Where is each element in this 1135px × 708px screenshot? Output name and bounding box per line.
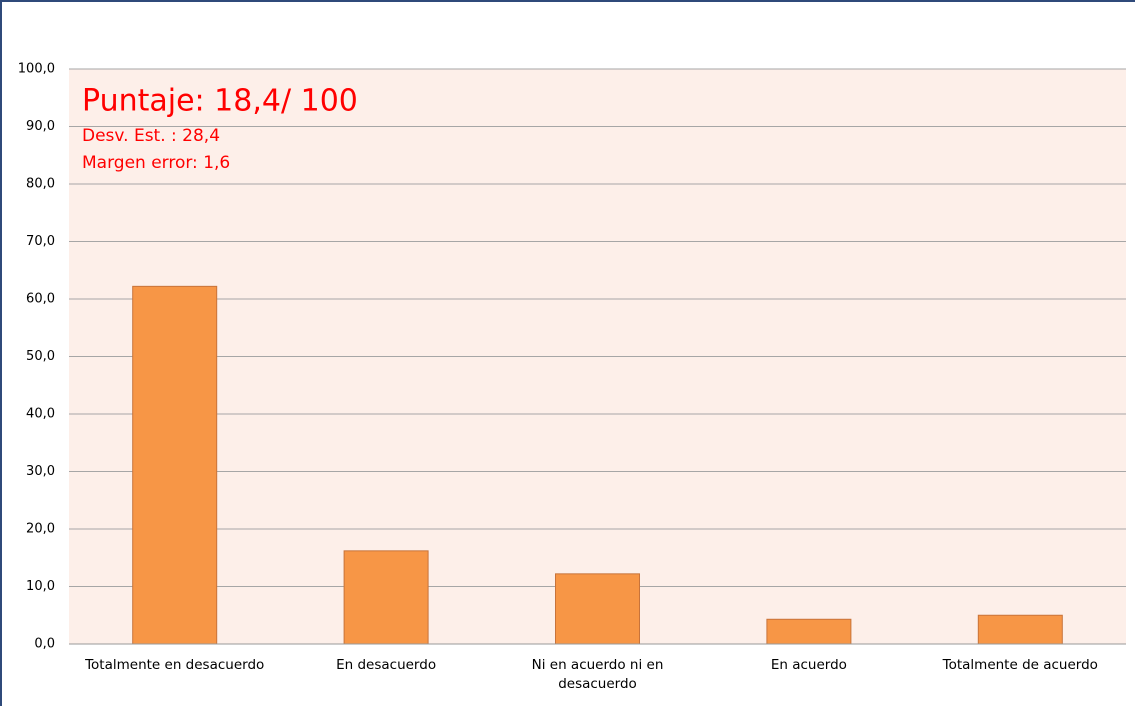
bar <box>343 550 429 645</box>
x-tick-label: En desacuerdo <box>336 657 437 673</box>
y-tick-label: 80,0 <box>26 177 55 192</box>
annotation: Desv. Est. : 28,4 <box>82 126 220 146</box>
y-tick-label: 40,0 <box>26 407 55 422</box>
x-tick-label: En acuerdo <box>770 657 847 673</box>
bars <box>132 285 1063 645</box>
y-tick-label: 100,0 <box>18 62 55 77</box>
x-tick-label: Ni en acuerdo ni en desacuerdo <box>531 657 664 692</box>
y-tick-label: 10,0 <box>26 579 55 594</box>
bar <box>766 618 852 645</box>
y-tick-label: 0,0 <box>34 637 55 652</box>
y-tick-label: 70,0 <box>26 234 55 249</box>
y-tick-label: 20,0 <box>26 522 55 537</box>
bar <box>132 285 218 645</box>
y-tick-label: 60,0 <box>26 292 55 307</box>
x-tick-label: Totalmente en desacuerdo <box>85 657 265 673</box>
y-tick-label: 90,0 <box>26 119 55 134</box>
annotation: Margen error: 1,6 <box>82 153 230 173</box>
annotation: Puntaje: 18,4/ 100 <box>82 84 358 119</box>
y-tick-label: 50,0 <box>26 349 55 364</box>
y-tick-label: 30,0 <box>26 464 55 479</box>
bar <box>977 614 1063 645</box>
bar <box>555 573 640 645</box>
x-tick-label: Totalmente de acuerdo <box>942 657 1098 673</box>
